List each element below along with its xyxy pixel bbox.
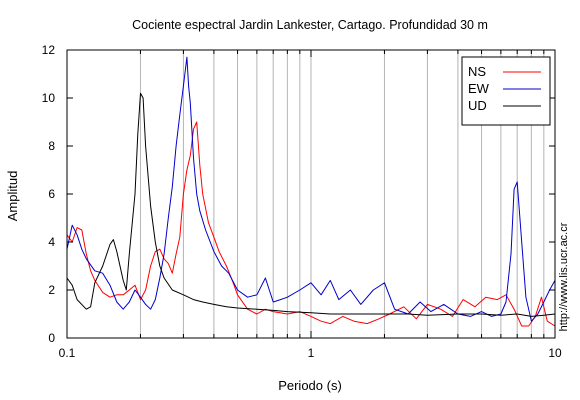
y-tick-label: 4 [48,235,55,249]
chart-title: Cociente espectral Jardin Lankester, Car… [132,18,488,32]
y-tick-label: 8 [48,139,55,153]
y-tick-label: 6 [48,187,55,201]
axes: 0.1 1 10 0 2 4 6 8 10 12 [42,43,562,360]
y-axis-label: Amplitud [5,171,20,222]
y-tick-label: 2 [48,283,55,297]
x-tick-label: 1 [308,346,315,360]
series-line-ns [66,121,556,327]
x-axis-label: Periodo (s) [278,378,342,393]
grid-lines [139,50,545,338]
y-tick-label: 10 [42,91,56,105]
watermark-url: http://www.lis.ucr.ac.cr [558,222,570,331]
x-tick-label: 0.1 [59,346,76,360]
legend-label-ns: NS [468,64,486,79]
legend-box [461,56,551,126]
legend-label-ew: EW [468,81,490,96]
series-layer [66,56,556,327]
y-tick-label: 12 [42,43,56,57]
legend-label-ud: UD [468,98,487,113]
x-tick-label: 10 [548,346,562,360]
y-tick-label: 0 [48,331,55,345]
legend: NS EW UD [461,56,551,126]
series-line-ud [66,92,556,317]
